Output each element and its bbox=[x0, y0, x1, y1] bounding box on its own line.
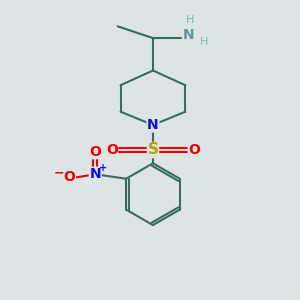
Text: −: − bbox=[53, 166, 64, 179]
Text: O: O bbox=[106, 143, 118, 157]
Text: O: O bbox=[89, 145, 101, 159]
Text: N: N bbox=[147, 118, 159, 132]
Text: N: N bbox=[89, 167, 101, 181]
Text: O: O bbox=[188, 143, 200, 157]
Text: +: + bbox=[99, 164, 108, 173]
Text: S: S bbox=[147, 142, 158, 158]
Text: N: N bbox=[182, 28, 194, 42]
Text: H: H bbox=[186, 15, 194, 25]
Text: O: O bbox=[63, 170, 75, 184]
Text: H: H bbox=[200, 37, 209, 46]
